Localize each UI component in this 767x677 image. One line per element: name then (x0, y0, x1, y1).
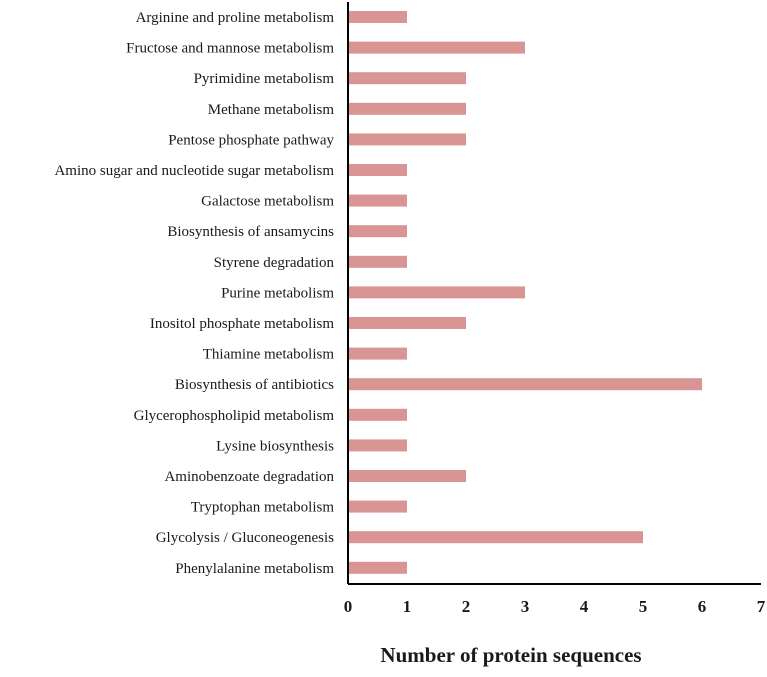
x-tick-label-5: 5 (639, 597, 648, 616)
category-label-4: Pentose phosphate pathway (168, 132, 334, 148)
bar-0 (348, 11, 407, 23)
x-tick-label-2: 2 (462, 597, 471, 616)
bar-15 (348, 470, 466, 482)
category-label-6: Galactose metabolism (201, 194, 334, 210)
category-label-10: Inositol phosphate metabolism (150, 316, 334, 332)
x-tick-label-3: 3 (521, 597, 530, 616)
category-label-13: Glycerophospholipid metabolism (134, 408, 335, 424)
category-label-18: Phenylalanine metabolism (175, 561, 334, 577)
bar-18 (348, 561, 407, 574)
category-label-14: Lysine biosynthesis (216, 438, 334, 454)
bar-7 (348, 225, 407, 238)
category-label-17: Glycolysis / Gluconeogenesis (156, 530, 334, 546)
x-tick-label-0: 0 (344, 597, 353, 616)
x-tick-label-4: 4 (580, 597, 589, 616)
bar-16 (348, 500, 407, 513)
bar-8 (348, 255, 407, 268)
axes (347, 2, 761, 585)
bar-17 (348, 531, 643, 544)
bar-13 (348, 408, 407, 421)
category-labels: Arginine and proline metabolism Fructose … (54, 10, 334, 577)
x-tick-labels: 0 1 2 3 4 5 6 7 (344, 597, 766, 616)
bar-2 (348, 72, 466, 85)
bar-6 (348, 194, 407, 207)
category-label-8: Styrene degradation (214, 255, 335, 271)
category-label-3: Methane metabolism (208, 102, 335, 118)
x-tick-label-6: 6 (698, 597, 707, 616)
bar-4 (348, 133, 466, 146)
bar-10 (348, 317, 466, 329)
category-label-15: Aminobenzoate degradation (164, 469, 334, 485)
category-label-5: Amino sugar and nucleotide sugar metabol… (54, 163, 334, 179)
category-label-2: Pyrimidine metabolism (194, 71, 335, 87)
category-label-12: Biosynthesis of antibiotics (175, 377, 334, 393)
bar-1 (348, 41, 525, 54)
category-label-0: Arginine and proline metabolism (136, 10, 335, 26)
bar-5 (348, 164, 407, 176)
category-label-9: Purine metabolism (221, 285, 334, 301)
bar-11 (348, 347, 407, 360)
bars-layer (348, 11, 702, 574)
category-label-7: Biosynthesis of ansamycins (167, 224, 334, 240)
category-label-16: Tryptophan metabolism (191, 500, 335, 516)
bar-3 (348, 102, 466, 115)
x-tick-label-7: 7 (757, 597, 766, 616)
x-tick-label-1: 1 (403, 597, 412, 616)
bar-12 (348, 378, 702, 391)
bar-9 (348, 286, 525, 299)
category-label-1: Fructose and mannose metabolism (126, 41, 334, 57)
bar-14 (348, 439, 407, 452)
x-axis-title: Number of protein sequences (380, 643, 641, 667)
category-label-11: Thiamine metabolism (203, 347, 335, 363)
